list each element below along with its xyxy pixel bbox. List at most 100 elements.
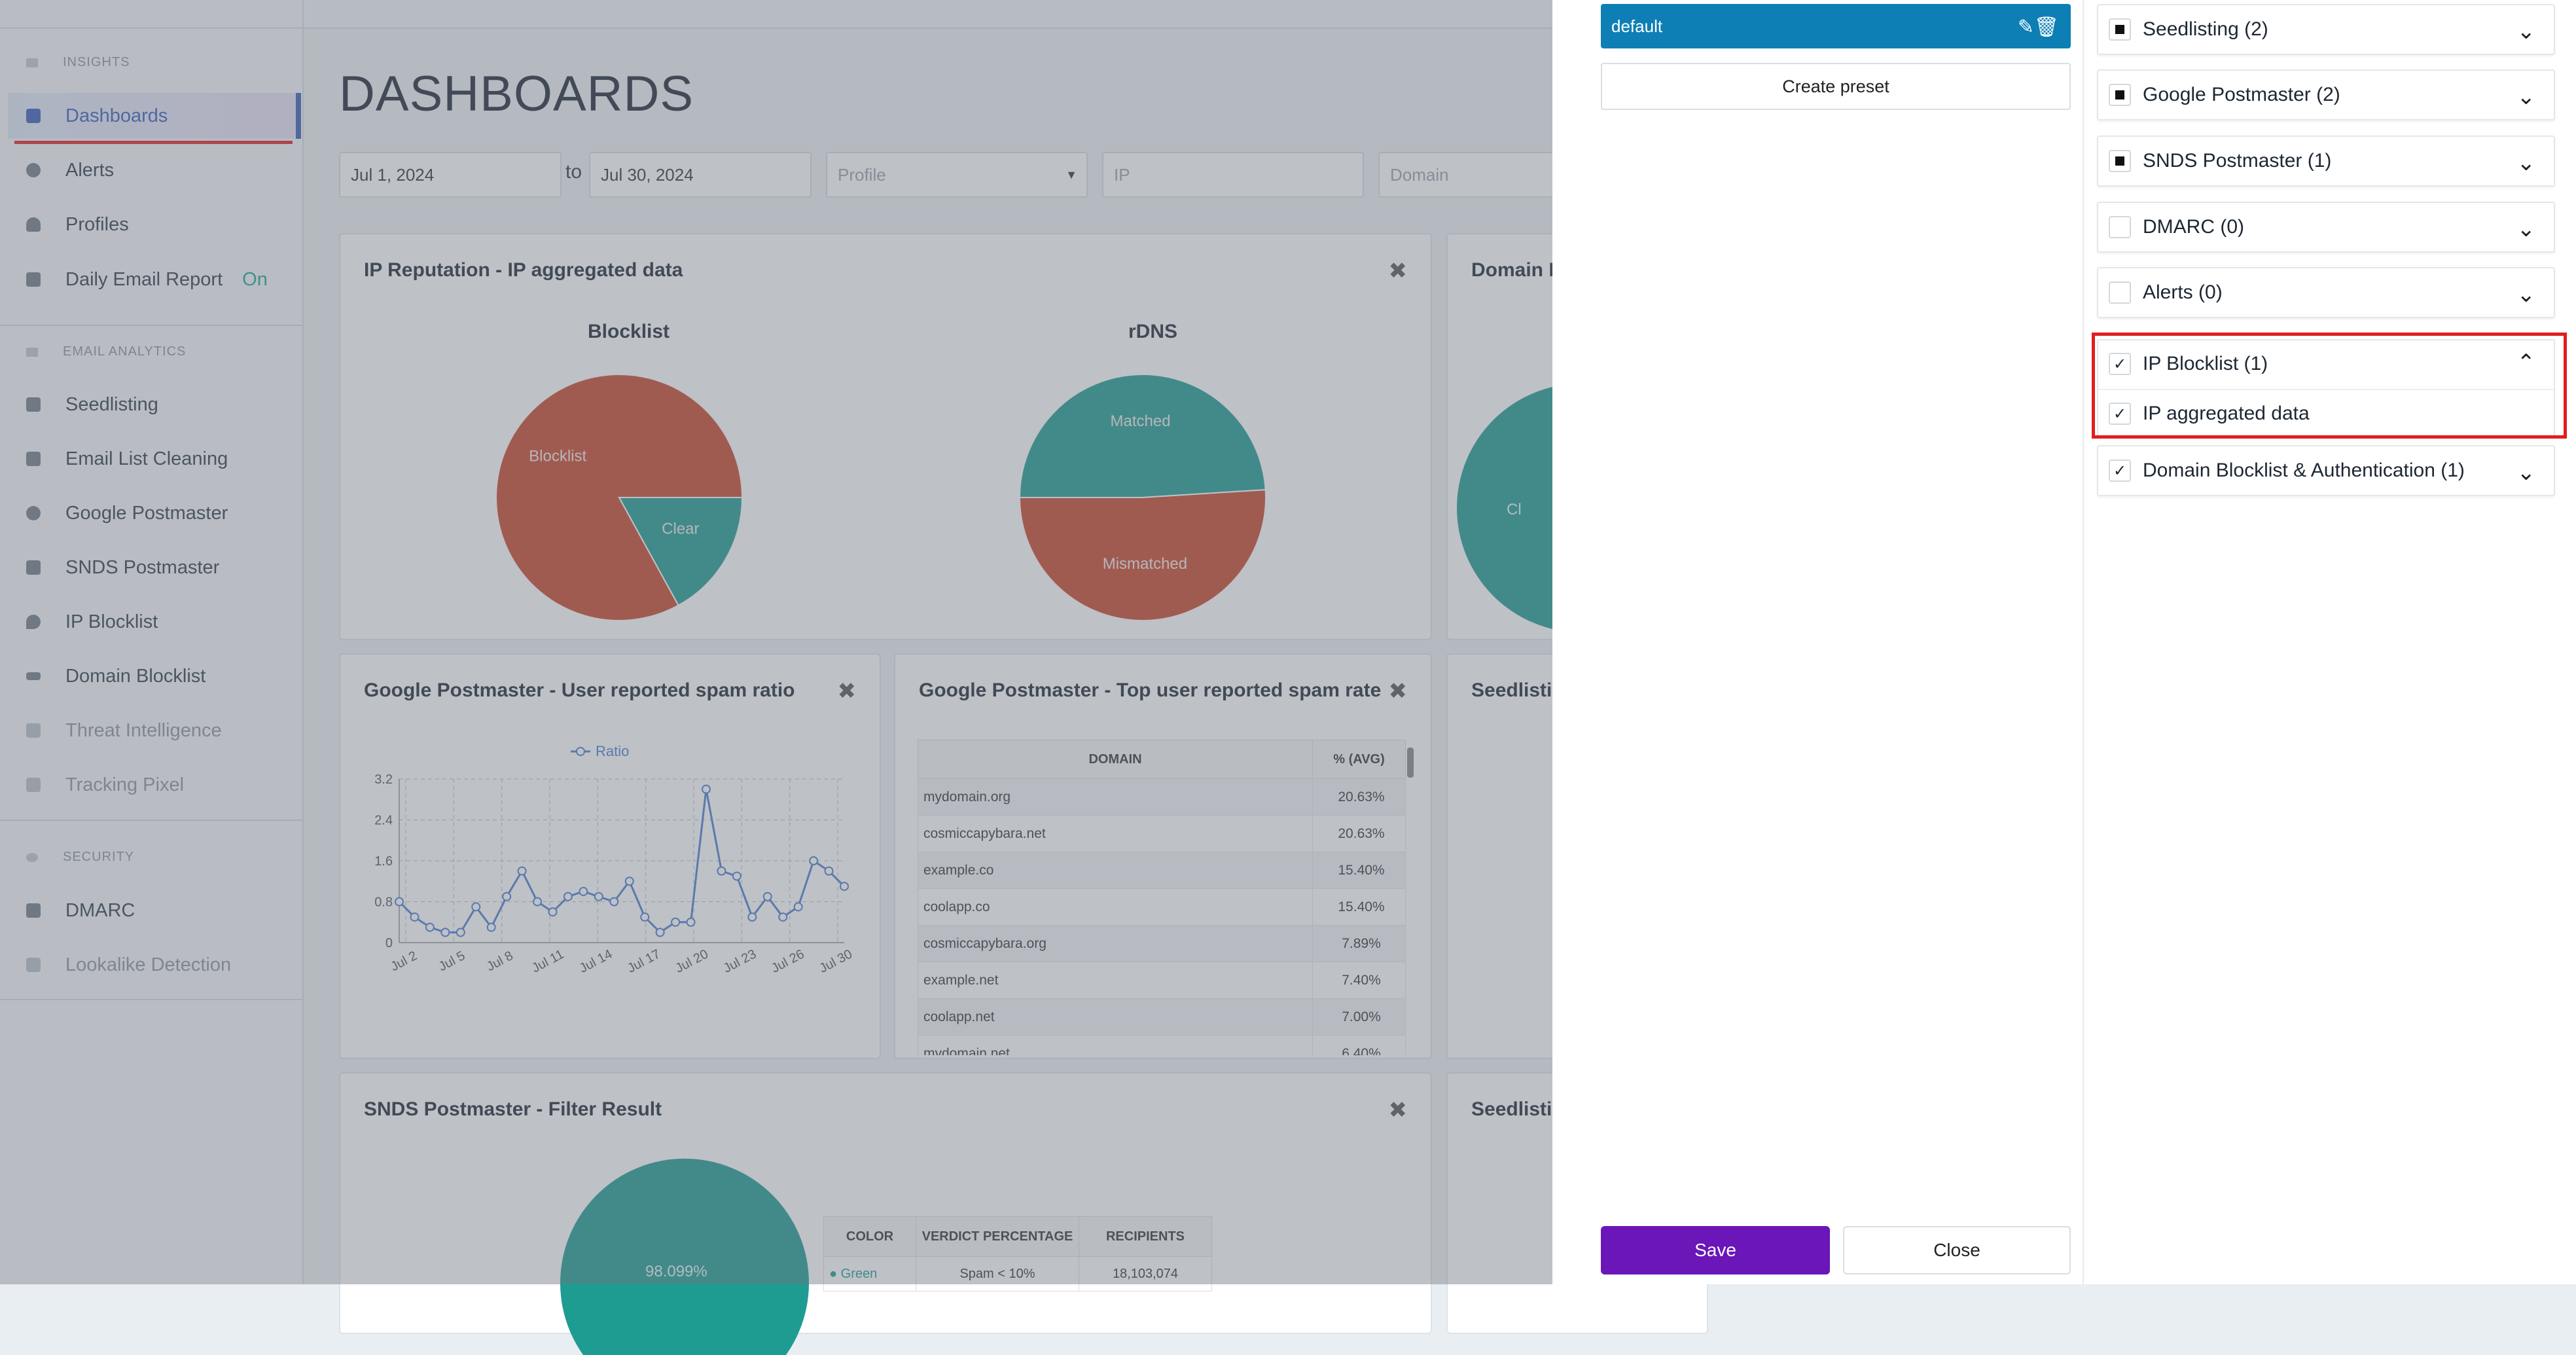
widget-group-dmarc[interactable]: DMARC (0) ⌄ [2097, 202, 2555, 253]
data-point [624, 876, 634, 886]
checkbox-unchecked[interactable] [2109, 281, 2131, 304]
preset-default[interactable]: default ✎ 🗑 [1601, 4, 2071, 48]
table-cell: 20.63% [1312, 815, 1406, 852]
table-cell: 7.89% [1312, 925, 1406, 962]
checkbox-indeterminate[interactable] [2109, 84, 2131, 106]
data-point [778, 912, 788, 922]
widget-group-google-postmaster[interactable]: Google Postmaster (2) ⌄ [2097, 69, 2555, 120]
table-row: mydomain.org 20.63% [918, 778, 1406, 816]
sidebar-item-profiles[interactable]: Profiles [0, 202, 302, 247]
widget-group-seedlisting[interactable]: Seedlisting (2) ⌄ [2097, 4, 2555, 55]
chevron-down-icon[interactable]: ⌄ [2516, 282, 2536, 307]
mail-icon [26, 397, 41, 412]
domain-input[interactable]: Domain [1378, 152, 1575, 198]
chevron-down-icon[interactable]: ⌄ [2516, 84, 2536, 109]
section-insights: INSIGHTS [26, 55, 130, 70]
snds-icon [26, 560, 41, 575]
mail-icon [26, 778, 41, 792]
widget-group-domain-blocklist[interactable]: ✓ Domain Blocklist & Authentication (1) ⌄ [2097, 445, 2555, 496]
domain-icon [26, 672, 41, 680]
y-tick-label: 0.8 [374, 895, 393, 910]
pie-label: Matched [1111, 412, 1171, 430]
trash-icon[interactable]: 🗑 [2033, 16, 2059, 38]
checkbox-checked[interactable]: ✓ [2109, 353, 2131, 375]
chevron-down-icon[interactable]: ⌄ [2516, 151, 2536, 175]
create-preset-button[interactable]: Create preset [1601, 63, 2071, 110]
checkbox-unchecked[interactable] [2109, 216, 2131, 238]
modal-overlay[interactable] [0, 0, 1552, 1284]
google-icon [26, 506, 41, 520]
layers-icon [26, 723, 41, 738]
caret-down-icon: ▼ [1065, 168, 1077, 181]
mail-icon [26, 452, 41, 466]
ip-input[interactable]: IP [1102, 152, 1364, 198]
sidebar-item-dmarc[interactable]: DMARC [0, 888, 302, 933]
y-tick-label: 2.4 [374, 814, 393, 828]
save-button[interactable]: Save [1601, 1226, 1830, 1274]
data-point [548, 907, 558, 917]
sidebar: INSIGHTS Dashboards Alerts Profiles Dail… [0, 0, 304, 1284]
blocklist-pie-chart: Blocklist Clear [495, 374, 743, 621]
table: DOMAIN% (AVG) mydomain.org 20.63% cosmiccap… [918, 740, 1406, 1055]
data-point [425, 922, 435, 932]
table-row: example.net 7.40% [918, 962, 1406, 999]
chevron-up-icon[interactable]: ⌃ [2516, 350, 2536, 375]
sidebar-item-domain-blocklist[interactable]: Domain Blocklist [0, 653, 302, 699]
sidebar-item-ip-blocklist[interactable]: IP Blocklist [0, 599, 302, 645]
table-scrollbar[interactable] [1407, 748, 1414, 778]
sidebar-item-email-list-cleaning[interactable]: Email List Cleaning [0, 436, 302, 482]
chevron-down-icon[interactable]: ⌄ [2516, 19, 2536, 44]
checkbox-checked[interactable]: ✓ [2109, 460, 2131, 482]
data-point [533, 897, 543, 907]
date-to-input[interactable]: Jul 30, 2024 [589, 152, 812, 198]
data-point [655, 928, 665, 937]
table-row: example.co 15.40% [918, 852, 1406, 889]
sidebar-item-lookalike-detection[interactable]: Lookalike Detection [0, 942, 302, 988]
to-label: to [565, 161, 582, 183]
y-tick-label: 3.2 [374, 772, 393, 787]
chevron-down-icon[interactable]: ⌄ [2516, 217, 2536, 242]
sidebar-item-threat-intelligence[interactable]: Threat Intelligence [0, 708, 302, 753]
pin-icon [26, 615, 41, 629]
widget-group-header[interactable]: ✓ IP Blocklist (1) ⌃ [2098, 340, 2554, 388]
checkbox-checked[interactable]: ✓ [2109, 403, 2131, 425]
chevron-down-icon[interactable]: ⌄ [2516, 460, 2536, 485]
pencil-icon[interactable]: ✎ [2017, 16, 2034, 38]
sidebar-item-dashboards[interactable]: Dashboards [8, 93, 296, 139]
table-cell: 15.40% [1312, 888, 1406, 926]
close-icon[interactable]: ✖ [1388, 259, 1408, 283]
sidebar-item-google-postmaster[interactable]: Google Postmaster [0, 490, 302, 536]
data-point [732, 871, 742, 881]
checkbox-indeterminate[interactable] [2109, 150, 2131, 172]
data-point [410, 912, 420, 922]
sidebar-item-tracking-pixel[interactable]: Tracking Pixel [0, 762, 302, 808]
date-from-input[interactable]: Jul 1, 2024 [339, 152, 562, 198]
sidebar-item-seedlisting[interactable]: Seedlisting [0, 382, 302, 427]
column-header: % (AVG) [1312, 740, 1406, 779]
close-icon[interactable]: ✖ [1388, 679, 1408, 704]
checkbox-indeterminate[interactable] [2109, 18, 2131, 41]
shield-icon [26, 852, 38, 862]
close-icon[interactable]: ✖ [1388, 1098, 1408, 1123]
close-icon[interactable]: ✖ [837, 679, 857, 704]
widget-group-snds-postmaster[interactable]: SNDS Postmaster (1) ⌄ [2097, 136, 2555, 187]
divider [2098, 389, 2554, 390]
analytics-icon [26, 347, 38, 357]
user-icon [26, 217, 41, 232]
table-row: coolapp.net 7.00% [918, 998, 1406, 1036]
y-tick-label: 0 [385, 936, 393, 950]
sidebar-item-snds-postmaster[interactable]: SNDS Postmaster [0, 545, 302, 590]
widget-item-ip-aggregated-data[interactable]: ✓ IP aggregated data [2098, 390, 2554, 437]
close-button[interactable]: Close [1843, 1226, 2071, 1274]
pie-label: Cl [1507, 501, 1522, 518]
widget-group-alerts[interactable]: Alerts (0) ⌄ [2097, 267, 2555, 318]
main-topbar [304, 0, 1552, 29]
table-row: coolapp.co 15.40% [918, 888, 1406, 926]
sidebar-item-daily-email-report[interactable]: Daily Email Report On [0, 257, 302, 302]
profile-select[interactable]: Profile ▼ [826, 152, 1088, 198]
sidebar-item-alerts[interactable]: Alerts [0, 147, 302, 193]
data-point [579, 886, 588, 896]
data-point [762, 892, 772, 901]
widgets-panel: Seedlisting (2) ⌄ Google Postmaster (2) ⌄ … [2084, 0, 2576, 1284]
